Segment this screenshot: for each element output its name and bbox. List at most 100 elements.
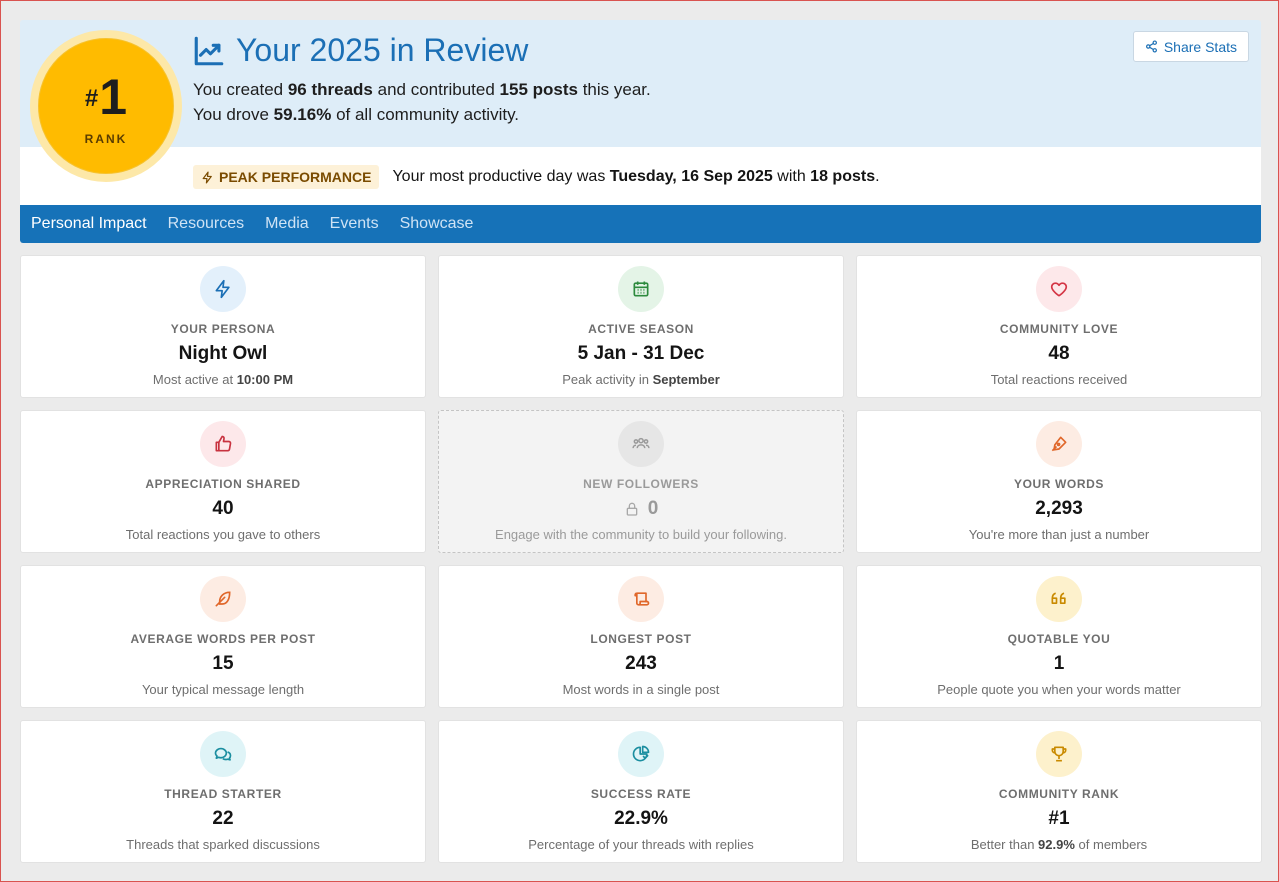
card-value: 40 (212, 498, 234, 519)
title-text: Your 2025 in Review (236, 32, 529, 68)
peak-text-part: . (875, 168, 880, 185)
tab-personal-impact[interactable]: Personal Impact (31, 215, 147, 232)
lightning-icon (202, 170, 212, 184)
threads-count: 96 threads (287, 80, 373, 99)
sub-text: Peak activity in (562, 372, 653, 387)
card-your-words: YOUR WORDS 2,293 You're more than just a… (856, 410, 1262, 553)
calendar-icon (618, 266, 664, 312)
card-value: 22 (212, 808, 234, 829)
trophy-icon (1036, 731, 1082, 777)
card-subtext: Most words in a single post (562, 682, 720, 697)
card-subtext: Threads that sparked discussions (126, 837, 320, 852)
sub-text: Better than (970, 837, 1039, 852)
card-active-season: ACTIVE SEASON 5 Jan - 31 Dec Peak activi… (438, 255, 844, 398)
card-average-words: AVERAGE WORDS PER POST 15 Your typical m… (20, 565, 426, 708)
card-subtext: Peak activity in September (439, 372, 843, 387)
card-value: 0 (439, 498, 843, 520)
rank-value: 1 (99, 69, 128, 125)
followers-count: 0 (647, 498, 659, 519)
peak-section: PEAK PERFORMANCE Your most productive da… (20, 147, 1261, 205)
quote-icon (1036, 576, 1082, 622)
summary-line-1: You created 96 threads and contributed 1… (193, 80, 651, 100)
summary-line-2: You drove 59.16% of all community activi… (193, 105, 519, 125)
peak-badge-label: PEAK PERFORMANCE (219, 169, 372, 185)
sub-text: Most active at (152, 372, 237, 387)
rank-badge: #1 RANK (30, 30, 182, 182)
card-longest-post: LONGEST POST 243 Most words in a single … (438, 565, 844, 708)
card-value: Night Owl (178, 343, 268, 364)
card-label: YOUR PERSONA (170, 322, 276, 336)
summary-text: and contributed (372, 80, 500, 99)
card-appreciation-shared: APPRECIATION SHARED 40 Total reactions y… (20, 410, 426, 553)
card-thread-starter: THREAD STARTER 22 Threads that sparked d… (20, 720, 426, 863)
card-new-followers: NEW FOLLOWERS 0 Engage with the communit… (438, 410, 844, 553)
card-label: LONGEST POST (590, 632, 692, 646)
peak-performance: PEAK PERFORMANCE Your most productive da… (193, 165, 880, 189)
card-label: QUOTABLE YOU (1007, 632, 1111, 646)
card-subtext: You're more than just a number (968, 527, 1150, 542)
card-success-rate: SUCCESS RATE 22.9% Percentage of your th… (438, 720, 844, 863)
sub-text: of members (1074, 837, 1148, 852)
stats-grid: YOUR PERSONA Night Owl Most active at 10… (20, 255, 1262, 863)
peak-text: Your most productive day was Tuesday, 16… (392, 168, 879, 186)
page-title: Your 2025 in Review (192, 32, 528, 69)
thumbs-up-icon (200, 421, 246, 467)
card-subtext: Your typical message length (141, 682, 305, 697)
tab-bar: Personal Impact Resources Media Events S… (20, 205, 1261, 243)
review-panel: #1 RANK Your 2025 in Review You created … (20, 20, 1262, 863)
card-subtext: Engage with the community to build your … (495, 527, 787, 542)
summary-text: You drove (193, 105, 274, 124)
card-value: 22.9% (614, 808, 668, 829)
card-subtext: Better than 92.9% of members (857, 837, 1261, 852)
pie-chart-icon (618, 731, 664, 777)
tab-media[interactable]: Media (265, 215, 309, 232)
share-stats-button[interactable]: Share Stats (1132, 31, 1249, 62)
card-label: AVERAGE WORDS PER POST (130, 632, 316, 646)
peak-posts: 18 posts (810, 168, 876, 185)
pen-nib-icon (1036, 421, 1082, 467)
feather-icon (200, 576, 246, 622)
card-community-rank: COMMUNITY RANK #1 Better than 92.9% of m… (856, 720, 1262, 863)
card-label: COMMUNITY RANK (998, 787, 1120, 801)
users-group-icon (618, 421, 664, 467)
sub-bold: 92.9% (1038, 837, 1075, 852)
card-value: 48 (1048, 343, 1070, 364)
summary-text: this year. (577, 80, 651, 99)
sub-bold: September (652, 372, 720, 387)
trending-up-icon (194, 36, 224, 65)
summary-text: of all community activity. (331, 105, 520, 124)
rank-number: #1 (38, 72, 174, 122)
lock-icon (626, 502, 638, 516)
tab-events[interactable]: Events (329, 215, 379, 232)
scroll-icon (618, 576, 664, 622)
posts-count: 155 posts (499, 80, 578, 99)
card-value: 243 (625, 653, 657, 674)
card-subtext: Percentage of your threads with replies (528, 837, 754, 852)
tab-resources[interactable]: Resources (167, 215, 245, 232)
card-value: 1 (1053, 653, 1065, 674)
heart-icon (1036, 266, 1082, 312)
card-label: NEW FOLLOWERS (583, 477, 699, 491)
chat-bubbles-icon (200, 731, 246, 777)
card-subtext: Total reactions received (990, 372, 1128, 387)
card-subtext: People quote you when your words matter (937, 682, 1181, 697)
card-subtext: Most active at 10:00 PM (21, 372, 425, 387)
rank-label: RANK (84, 132, 128, 146)
tab-showcase[interactable]: Showcase (399, 215, 474, 232)
card-label: SUCCESS RATE (590, 787, 692, 801)
lightning-icon (200, 266, 246, 312)
hero-section: #1 RANK Your 2025 in Review You created … (20, 20, 1261, 182)
card-value: 2,293 (1035, 498, 1083, 519)
card-label: COMMUNITY LOVE (999, 322, 1119, 336)
peak-day: Tuesday, 16 Sep 2025 (609, 168, 773, 185)
share-icon (1145, 40, 1157, 53)
peak-text-part: Your most productive day was (392, 168, 610, 185)
card-value: #1 (1048, 808, 1070, 829)
card-label: ACTIVE SEASON (588, 322, 694, 336)
activity-percent: 59.16% (273, 105, 332, 124)
sub-bold: 10:00 PM (236, 372, 294, 387)
card-persona: YOUR PERSONA Night Owl Most active at 10… (20, 255, 426, 398)
card-quotable-you: QUOTABLE YOU 1 People quote you when you… (856, 565, 1262, 708)
card-label: APPRECIATION SHARED (145, 477, 301, 491)
peak-badge: PEAK PERFORMANCE (193, 165, 380, 189)
